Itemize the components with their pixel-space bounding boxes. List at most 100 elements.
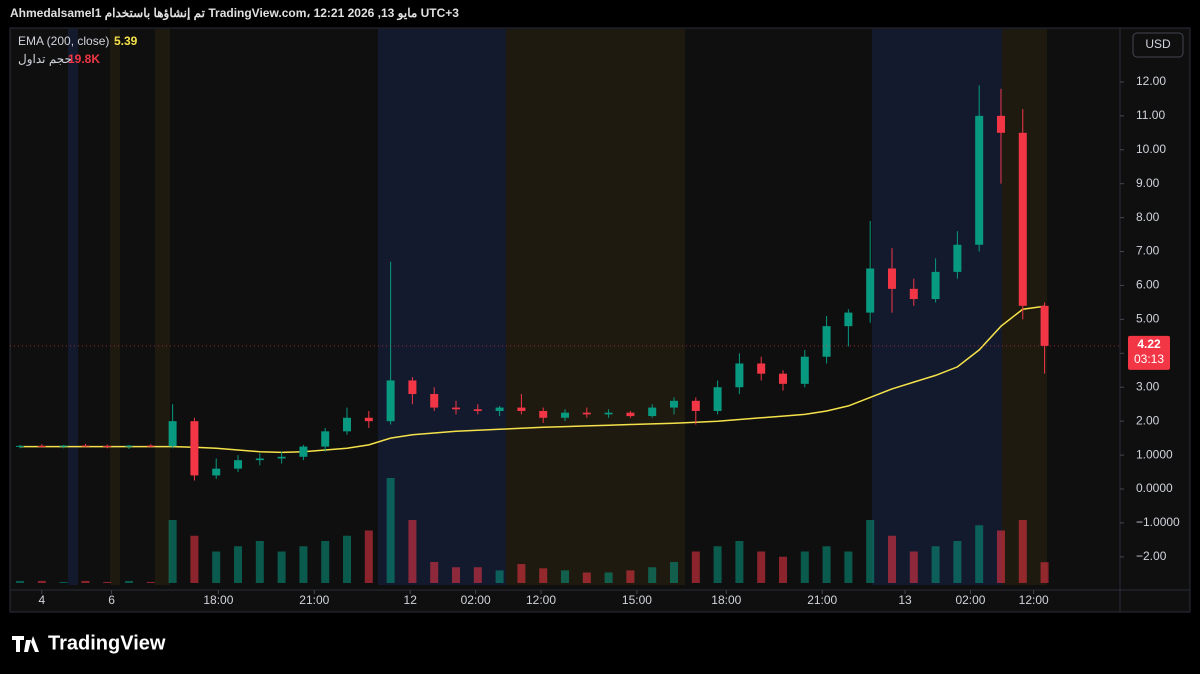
candle-body: [866, 268, 875, 313]
volume-bar: [669, 562, 678, 583]
currency-button[interactable]: [1132, 32, 1184, 58]
candle-body: [321, 431, 330, 447]
volume-bar: [844, 551, 853, 583]
band: [506, 29, 685, 585]
volume-bar: [931, 546, 940, 583]
volume-bar: [212, 551, 221, 583]
volume-bar: [59, 581, 68, 583]
candle-body: [1040, 305, 1049, 346]
candle-body: [277, 456, 286, 459]
band: [68, 29, 78, 585]
candle-body: [735, 363, 744, 388]
candle-body: [975, 115, 984, 245]
volume-bar: [408, 520, 417, 583]
candle-body: [299, 446, 308, 457]
x-tick-label: 13: [898, 593, 912, 607]
volume-bar: [778, 556, 787, 583]
candle-body: [669, 400, 678, 408]
candle-body: [103, 445, 112, 447]
volume-bar: [1018, 520, 1027, 583]
logo: TradingView: [12, 632, 166, 654]
candle-body: [430, 394, 439, 408]
volume-bar: [626, 570, 635, 583]
candle-body: [931, 271, 940, 300]
volume-bar: [255, 541, 264, 583]
volume-legend-value: 19.8K: [68, 52, 100, 66]
candle-body: [626, 412, 635, 417]
candle-body: [190, 421, 199, 476]
candle-body: [168, 421, 177, 447]
volume-bar: [37, 580, 46, 583]
candle-body: [146, 445, 155, 447]
candle-body: [691, 400, 700, 411]
candle-body: [473, 409, 482, 411]
band: [155, 29, 170, 585]
y-tick-label: 8.00: [1136, 210, 1160, 224]
last-price: 4.22: [1137, 337, 1161, 351]
ema-legend-value: 5.39: [114, 34, 138, 48]
y-tick-label: 0.0000: [1136, 481, 1173, 495]
candle-body: [37, 445, 46, 447]
candle-body: [561, 412, 569, 418]
candle-body: [648, 407, 657, 417]
volume-bar: [146, 581, 155, 583]
volume-bar: [321, 541, 330, 583]
volume-bar: [887, 535, 896, 583]
candle-body: [778, 373, 787, 384]
volume-bar: [757, 551, 766, 583]
candle-body: [517, 407, 526, 411]
volume-bar: [866, 520, 875, 583]
volume-bar: [343, 535, 352, 583]
y-tick-label: 10.00: [1136, 142, 1166, 156]
volume-bar: [582, 572, 591, 583]
x-tick-label: 21:00: [807, 593, 837, 607]
candle-body: [582, 412, 591, 415]
y-tick-label: 2.00: [1136, 413, 1160, 427]
candle-body: [495, 407, 504, 411]
volume-bar: [735, 541, 744, 583]
volume-bar: [277, 551, 286, 583]
volume-bar: [713, 546, 722, 583]
volume-bar: [996, 530, 1005, 583]
candle-body: [452, 407, 461, 410]
volume-bar: [909, 551, 918, 583]
x-tick-label: 18:00: [711, 593, 741, 607]
volume-bar: [473, 567, 482, 583]
currency[interactable]: USD: [1145, 37, 1171, 51]
candle-body: [234, 460, 243, 469]
candle-body: [909, 288, 918, 300]
volume-bar: [822, 546, 831, 583]
session-bands: [68, 29, 1047, 585]
volume-bar: [299, 546, 308, 583]
volume-bar: [1040, 562, 1049, 583]
candle-body: [364, 417, 373, 422]
y-tick-label: −1.0000: [1136, 515, 1180, 529]
x-tick-label: 4: [38, 593, 45, 607]
candle-body: [604, 412, 613, 415]
band: [110, 29, 120, 585]
candle-body: [125, 445, 134, 447]
candle-body: [408, 380, 417, 395]
y-tick-label: 6.00: [1136, 278, 1160, 292]
candle-body: [343, 417, 352, 432]
y-tick-label: 1.0000: [1136, 447, 1173, 461]
volume-bar: [125, 580, 134, 583]
volume-bar: [168, 520, 177, 583]
header-text: Ahmedalsamel1 تم إنشاؤها باستخدام Tradin…: [10, 6, 459, 21]
candle-body: [59, 445, 68, 447]
x-tick-label: 02:00: [955, 593, 985, 607]
volume-bar: [561, 570, 569, 583]
candle-body: [953, 244, 962, 272]
ema-legend: EMA (200, close): [18, 34, 109, 48]
volume-bar: [648, 567, 657, 583]
x-tick-label: 02:00: [461, 593, 491, 607]
candle-body: [844, 312, 853, 327]
volume-bar: [430, 562, 439, 583]
volume-legend: حجم تداول: [18, 52, 72, 66]
x-tick-label: 12:00: [526, 593, 556, 607]
volume-bar: [495, 570, 504, 583]
candle-body: [212, 468, 221, 476]
volume-bar: [190, 535, 199, 583]
countdown: 03:13: [1134, 352, 1164, 366]
